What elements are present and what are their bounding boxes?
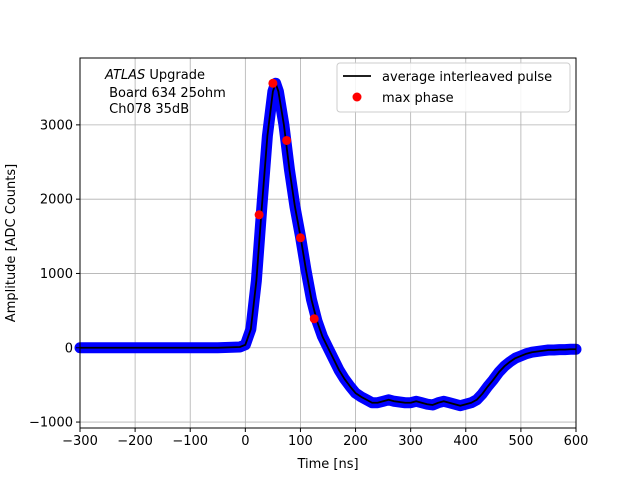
legend-label-average: average interleaved pulse [382, 70, 552, 85]
y-tick-label: 0 [65, 341, 73, 356]
max-phase-point [309, 314, 319, 324]
legend-marker-swatch [352, 92, 362, 102]
x-tick-label: 600 [564, 434, 589, 449]
svg-text:ATLAS Upgrade: ATLAS Upgrade [104, 68, 205, 83]
data-point-cloud [74, 77, 582, 412]
legend-label-max-phase: max phase [382, 91, 454, 106]
annotation-channel: Ch078 35dB [105, 102, 189, 117]
x-axis-label: Time [ns] [296, 457, 358, 472]
legend: average interleaved pulse max phase [336, 62, 571, 113]
max-phase-point [254, 210, 264, 220]
legend-box [336, 62, 571, 113]
plot-frame [79, 57, 577, 429]
y-tick-label: 3000 [40, 118, 73, 133]
scatter-cloud [74, 77, 582, 412]
y-tick-label: −1000 [29, 416, 73, 431]
y-axis-label: Amplitude [ADC Counts] [4, 164, 19, 322]
y-tick-label: 2000 [40, 193, 73, 208]
max-phase-point [282, 135, 292, 145]
x-tick-label: 0 [241, 434, 249, 449]
average-pulse-line [80, 82, 576, 407]
annotation-upgrade: Upgrade [145, 68, 205, 83]
x-tick-label: −200 [117, 434, 153, 449]
max-phase-point [268, 78, 278, 88]
annotation-board: Board 634 25ohm [105, 86, 226, 101]
x-tick-label: 100 [288, 434, 313, 449]
max-phase-point [295, 233, 305, 243]
x-tick-label: −300 [62, 434, 98, 449]
series-lines [80, 82, 576, 407]
x-tick-label: 300 [398, 434, 423, 449]
x-tick-label: −100 [172, 434, 208, 449]
x-tick-label: 500 [508, 434, 533, 449]
y-tick-label: 1000 [40, 267, 73, 282]
x-tick-label: 400 [453, 434, 478, 449]
x-tick-label: 200 [343, 434, 368, 449]
x-axis-ticks: −300 −200 −100 0 100 200 300 400 500 600 [62, 428, 588, 449]
annotation-atlas: ATLAS [104, 68, 145, 83]
y-axis-ticks: −1000 0 1000 2000 3000 [29, 118, 80, 431]
max-phase-points [254, 78, 319, 324]
annotation: ATLAS Upgrade Board 634 25ohm Ch078 35dB [104, 68, 226, 117]
